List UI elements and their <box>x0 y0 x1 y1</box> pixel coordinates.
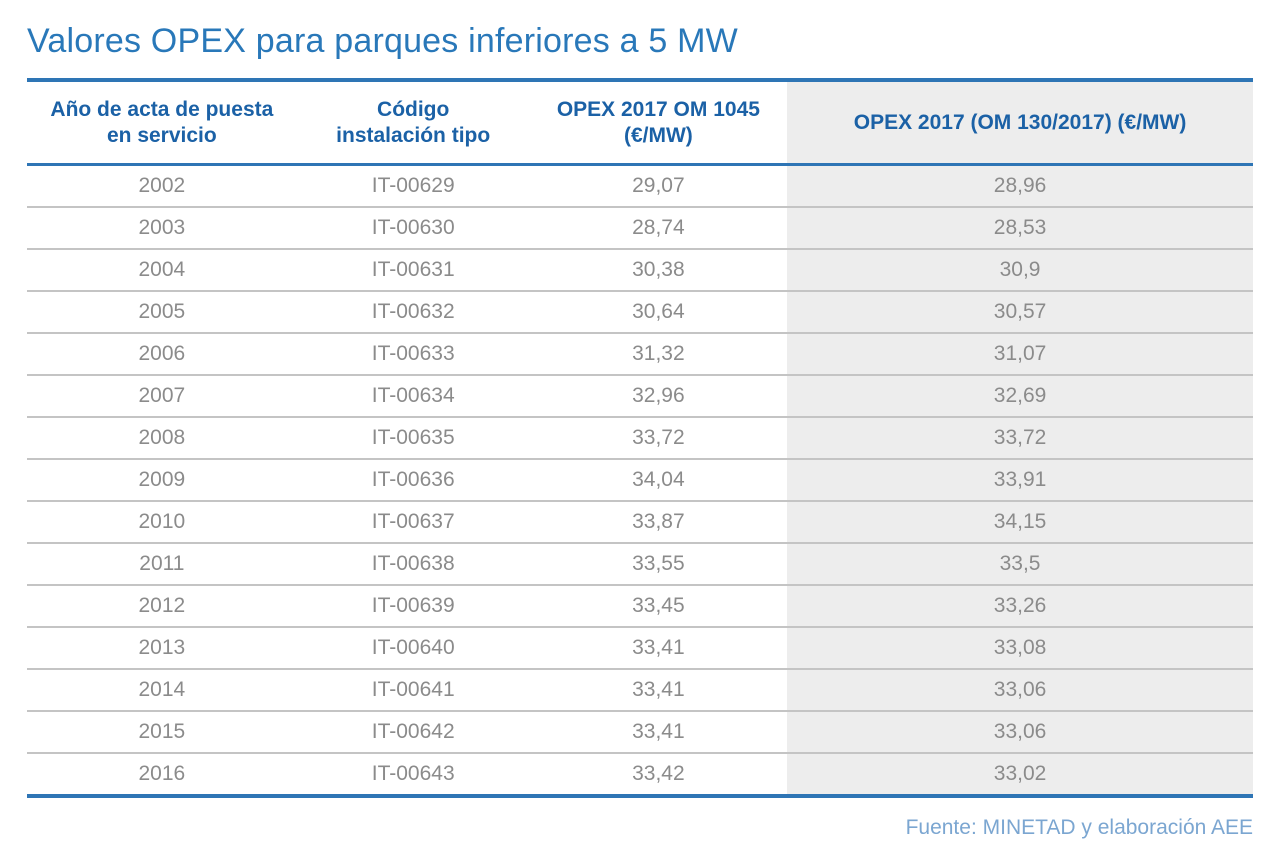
opex-om130-cell: 33,08 <box>787 626 1253 670</box>
opex-om130-cell: 33,72 <box>787 416 1253 460</box>
code-cell: IT-00637 <box>296 500 530 544</box>
year-cell: 2015 <box>27 710 297 754</box>
opex-om130-cell: 33,02 <box>787 752 1253 797</box>
table-row: 2004 IT-00631 30,38 30,9 <box>27 248 1253 292</box>
table-row: 2009 IT-00636 34,04 33,91 <box>27 458 1253 502</box>
table-row: 2016 IT-00643 33,42 33,02 <box>27 752 1253 797</box>
table-header-row: Año de acta de puesta en servicio Código … <box>27 80 1253 167</box>
code-cell: IT-00638 <box>296 542 530 586</box>
code-cell: IT-00639 <box>296 584 530 628</box>
code-cell: IT-00640 <box>296 626 530 670</box>
opex-om1045-cell: 33,55 <box>529 542 788 586</box>
opex-om1045-cell: 33,41 <box>529 626 788 670</box>
table-row: 2010 IT-00637 33,87 34,15 <box>27 500 1253 544</box>
opex-om1045-cell: 32,96 <box>529 374 788 418</box>
opex-om1045-cell: 34,04 <box>529 458 788 502</box>
year-cell: 2011 <box>27 542 297 586</box>
opex-om1045-cell: 33,41 <box>529 710 788 754</box>
opex-om130-cell: 33,06 <box>787 668 1253 712</box>
table-row: 2006 IT-00633 31,32 31,07 <box>27 332 1253 376</box>
code-cell: IT-00631 <box>296 248 530 292</box>
year-cell: 2010 <box>27 500 297 544</box>
year-cell: 2009 <box>27 458 297 502</box>
code-cell: IT-00633 <box>296 332 530 376</box>
table-row: 2002 IT-00629 29,07 28,96 <box>27 164 1253 208</box>
opex-om1045-cell: 30,38 <box>529 248 788 292</box>
year-cell: 2002 <box>138 174 186 198</box>
year-cell: 2006 <box>27 332 297 376</box>
opex-om1045-cell: 31,32 <box>529 332 788 376</box>
table-row: 2007 IT-00634 32,96 32,69 <box>27 374 1253 418</box>
opex-om130-cell: 32,69 <box>787 374 1253 418</box>
source-note: Fuente: MINETAD y elaboración AEE <box>905 816 1253 840</box>
code-cell: IT-00642 <box>296 710 530 754</box>
table-header: Año de acta de puesta en servicio Código … <box>27 80 1253 167</box>
year-cell: 2016 <box>27 752 297 797</box>
table-row: 2015 IT-00642 33,41 33,06 <box>27 710 1253 754</box>
opex-om130-cell: 33,5 <box>787 542 1253 586</box>
code-cell: IT-00635 <box>296 416 530 460</box>
code-cell: IT-00634 <box>296 374 530 418</box>
code-cell: IT-00630 <box>296 206 530 250</box>
opex-table: Año de acta de puesta en servicio Código … <box>27 78 1253 799</box>
table-body: 2002 IT-00629 29,07 28,96 2003 IT-00630 28,74 2… <box>27 164 1253 797</box>
opex-om130-cell: 33,91 <box>787 458 1253 502</box>
year-cell: 2003 <box>27 206 297 250</box>
opex-om1045-cell: 30,64 <box>529 290 788 334</box>
table-row: 2013 IT-00640 33,41 33,08 <box>27 626 1253 670</box>
opex-om1045-cell: 33,41 <box>529 668 788 712</box>
opex-om130-cell: 33,06 <box>787 710 1253 754</box>
opex-om130-cell: 33,26 <box>787 584 1253 628</box>
year-cell: 2008 <box>27 416 297 460</box>
table-row: 2005 IT-00632 30,64 30,57 <box>27 290 1253 334</box>
year-cell: 2004 <box>27 248 297 292</box>
column-header-opex-om130: OPEX 2017 (OM 130/2017) (€/MW) <box>787 80 1253 167</box>
year-cell: 2014 <box>27 668 297 712</box>
table-row: 2011 IT-00638 33,55 33,5 <box>27 542 1253 586</box>
opex-om1045-cell: 28,74 <box>529 206 788 250</box>
year-cell: 2007 <box>27 374 297 418</box>
column-header-year: Año de acta de puesta en servicio <box>27 80 297 167</box>
page-title: Valores OPEX para parques inferiores a 5… <box>27 22 738 60</box>
opex-om1045-cell: 33,45 <box>529 584 788 628</box>
opex-om130-cell: 28,96 <box>787 164 1253 208</box>
code-cell: IT-00636 <box>296 458 530 502</box>
year-cell: 2005 <box>27 290 297 334</box>
code-cell: IT-00643 <box>296 752 530 797</box>
opex-om130-cell: 31,07 <box>787 332 1253 376</box>
code-cell: IT-00632 <box>296 290 530 334</box>
column-header-opex-om1045: OPEX 2017 OM 1045 (€/MW) <box>529 80 788 167</box>
column-header-code: Código instalación tipo <box>296 80 530 167</box>
code-cell: IT-00629 <box>371 174 455 198</box>
table-row: 2012 IT-00639 33,45 33,26 <box>27 584 1253 628</box>
code-cell: IT-00641 <box>296 668 530 712</box>
opex-om130-cell: 28,53 <box>787 206 1253 250</box>
opex-om1045-cell: 33,72 <box>529 416 788 460</box>
opex-om1045-cell: 29,07 <box>632 174 685 198</box>
opex-om1045-cell: 33,87 <box>529 500 788 544</box>
opex-om130-cell: 30,9 <box>787 248 1253 292</box>
year-cell: 2012 <box>27 584 297 628</box>
opex-om130-cell: 34,15 <box>787 500 1253 544</box>
year-cell: 2013 <box>27 626 297 670</box>
table-row: 2003 IT-00630 28,74 28,53 <box>27 206 1253 250</box>
table-row: 2014 IT-00641 33,41 33,06 <box>27 668 1253 712</box>
table-row: 2008 IT-00635 33,72 33,72 <box>27 416 1253 460</box>
opex-om130-cell: 30,57 <box>787 290 1253 334</box>
opex-om1045-cell: 33,42 <box>529 752 788 797</box>
